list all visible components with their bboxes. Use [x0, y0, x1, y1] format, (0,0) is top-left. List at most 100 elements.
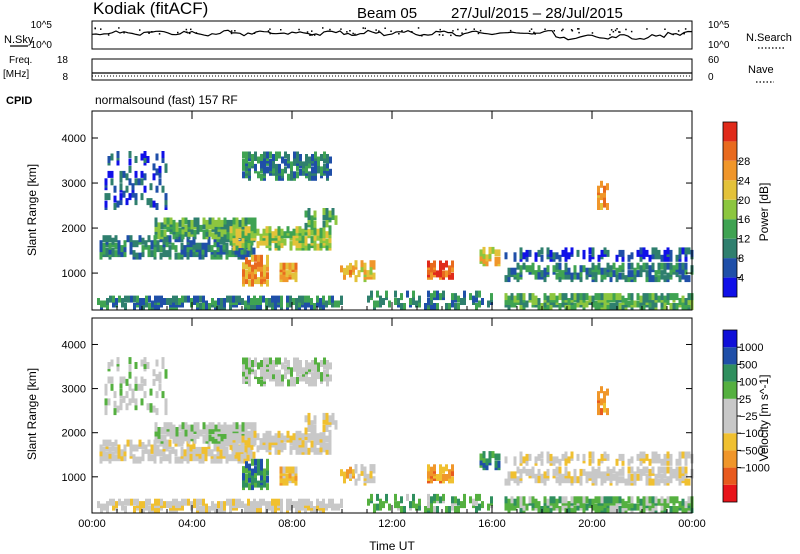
heatmap-cell — [151, 300, 154, 308]
heatmap-cell — [606, 453, 610, 461]
heatmap-cell — [171, 242, 175, 250]
heatmap-cell — [137, 178, 141, 186]
heatmap-cell — [561, 503, 565, 511]
heatmap-cell — [129, 235, 133, 243]
heatmap-cell — [134, 198, 138, 206]
heatmap-cell — [481, 501, 484, 509]
heatmap-cell — [310, 501, 313, 509]
noise-search-dot — [561, 29, 563, 32]
heatmap-cell — [111, 451, 115, 459]
heatmap-cell — [111, 237, 115, 245]
heatmap-cell — [573, 303, 577, 310]
heatmap-cell — [105, 439, 109, 447]
heatmap-cell — [497, 249, 501, 257]
heatmap-cell — [146, 362, 150, 369]
heatmap-cell — [663, 498, 667, 506]
heatmap-cell — [198, 456, 202, 464]
heatmap-cell — [120, 245, 124, 253]
heatmap-cell — [379, 503, 382, 511]
heatmap-cell — [223, 227, 227, 235]
heatmap-cell — [606, 183, 609, 191]
heatmap-cell — [211, 422, 215, 430]
heatmap-cell — [293, 377, 296, 384]
heatmap-cell — [307, 498, 310, 506]
heatmap-cell — [594, 503, 598, 511]
heatmap-cell — [250, 238, 254, 246]
heatmap-cell — [301, 228, 305, 236]
heatmap-cell — [146, 198, 150, 206]
heatmap-cell — [232, 224, 236, 232]
heatmap-cell — [287, 154, 290, 161]
heatmap-cell — [522, 262, 526, 270]
heatmap-cell — [108, 247, 112, 255]
heatmap-cell — [657, 295, 661, 303]
velocity-colorbar-tick: 1000 — [739, 342, 763, 354]
heatmap-cell — [369, 464, 373, 472]
heatmap-cell — [525, 458, 529, 466]
heatmap-cell — [256, 241, 260, 249]
heatmap-cell — [257, 480, 260, 488]
heatmap-cell — [642, 501, 646, 509]
heatmap-cell — [143, 173, 147, 181]
heatmap-cell — [579, 496, 583, 504]
heatmap-cell — [570, 303, 574, 310]
velocity-colorbar-tick: 500 — [739, 359, 757, 371]
heatmap-cell — [482, 460, 486, 468]
heatmap-cell — [124, 498, 127, 506]
heatmap-cell — [150, 240, 154, 248]
heatmap-cell — [612, 466, 616, 474]
noise-search-dot — [267, 30, 270, 32]
noise-search-dot — [578, 31, 580, 34]
heatmap-cell — [154, 436, 158, 444]
heatmap-cell — [621, 453, 625, 461]
heatmap-cell — [169, 422, 173, 430]
heatmap-cell — [189, 240, 193, 248]
heatmap-cell — [497, 460, 501, 468]
heatmap-cell — [531, 471, 535, 479]
heatmap-cell — [190, 227, 194, 235]
heatmap-cell — [648, 468, 652, 476]
heatmap-cell — [178, 424, 182, 432]
heatmap-cell — [229, 233, 233, 241]
heatmap-cell — [225, 247, 229, 255]
heatmap-cell — [510, 503, 514, 511]
heatmap-cell — [275, 357, 278, 365]
heatmap-cell — [285, 275, 289, 283]
heatmap-cell — [639, 300, 643, 308]
heatmap-cell — [663, 295, 667, 303]
heatmap-cell — [283, 231, 287, 239]
heatmap-cell — [442, 290, 445, 298]
heatmap-cell — [630, 270, 634, 278]
heatmap-cell — [122, 395, 126, 403]
heatmap-cell — [558, 262, 562, 270]
heatmap-cell — [257, 264, 260, 272]
heatmap-cell — [181, 295, 184, 303]
heatmap-cell — [328, 225, 332, 233]
heatmap-cell — [561, 496, 565, 504]
heatmap-cell — [621, 262, 625, 270]
noise-search-dot — [616, 28, 618, 30]
heatmap-cell — [223, 501, 226, 509]
heatmap-cell — [116, 405, 120, 413]
heatmap-cell — [164, 398, 168, 406]
noise-search-dot — [346, 31, 348, 33]
colorbar-block — [723, 199, 737, 220]
heatmap-cell — [606, 388, 609, 396]
heatmap-cell — [651, 496, 655, 504]
heatmap-cell — [672, 496, 676, 504]
heatmap-cell — [439, 464, 442, 472]
heatmap-cell — [280, 300, 283, 308]
heatmap-cell — [249, 247, 253, 255]
heatmap-cell — [195, 446, 199, 454]
heatmap-cell — [119, 175, 123, 183]
heatmap-cell — [494, 256, 498, 264]
heatmap-cell — [142, 298, 145, 305]
heatmap-cell — [293, 151, 296, 159]
heatmap-cell — [217, 501, 220, 509]
heatmap-cell — [202, 422, 206, 430]
heatmap-cell — [278, 357, 281, 365]
heatmap-cell — [451, 496, 454, 504]
heatmap-cell — [260, 468, 263, 476]
heatmap-cell — [600, 193, 603, 201]
